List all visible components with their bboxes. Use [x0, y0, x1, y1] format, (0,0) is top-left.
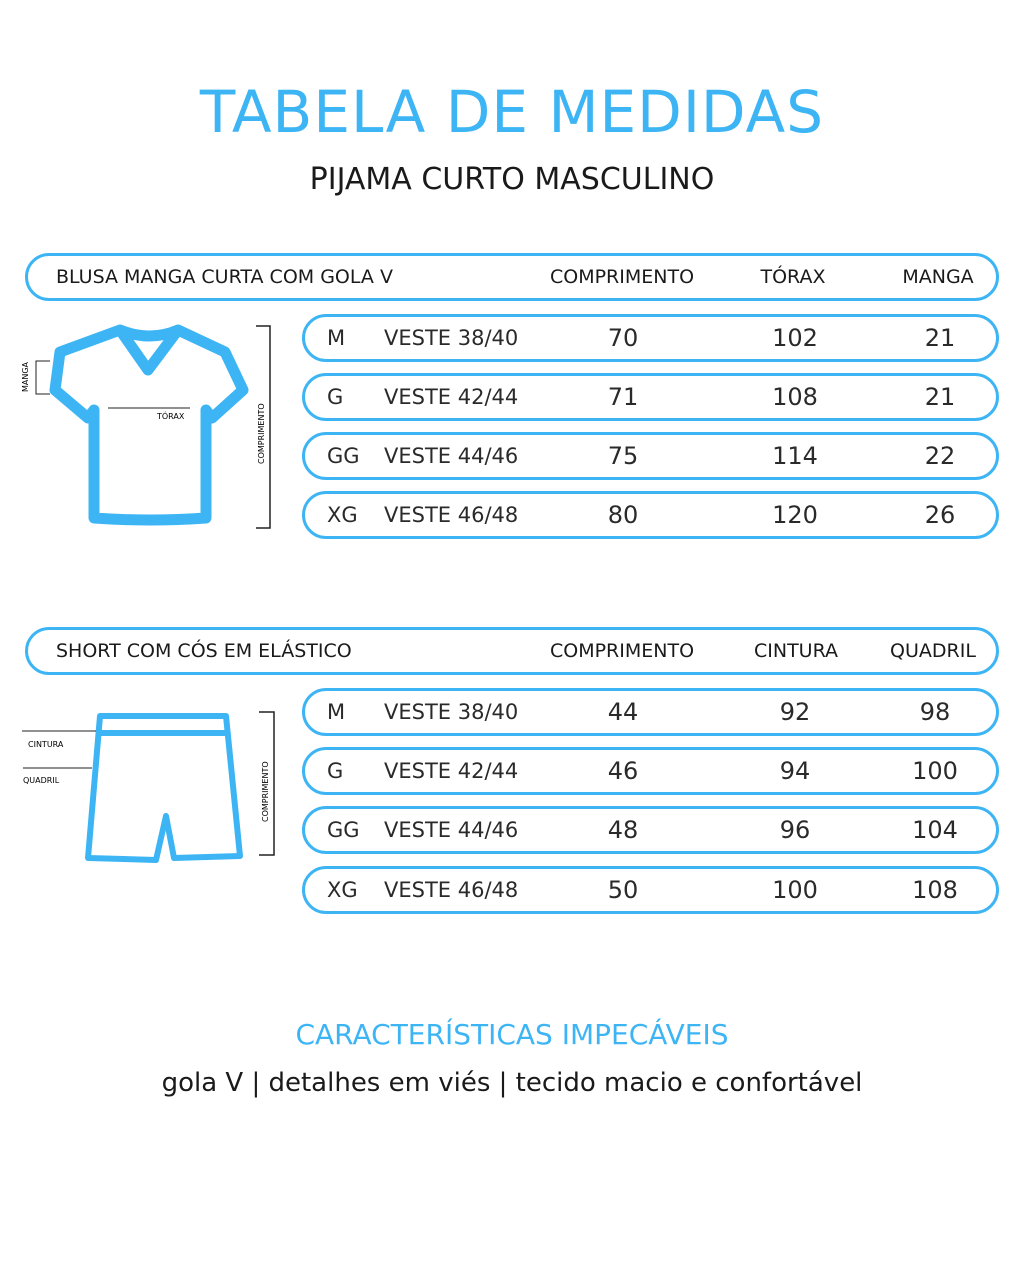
measurement-value: 75 [607, 442, 639, 470]
veste-label: VESTE 42/44 [384, 759, 519, 783]
shirt-diagram: MANGA TÓRAX COMPRIMENTO [21, 324, 271, 529]
veste-label: VESTE 46/48 [384, 878, 519, 902]
tshirt-icon [49, 324, 249, 526]
measurement-value: 80 [607, 501, 639, 529]
column-header: CINTURA [753, 640, 839, 662]
measurement-value: 22 [924, 442, 956, 470]
column-header: COMPRIMENTO [549, 266, 695, 288]
veste-label: VESTE 46/48 [384, 503, 519, 527]
measurement-value: 108 [772, 383, 818, 411]
size-label: M [327, 326, 346, 350]
short-heading: SHORT COM CÓS EM ELÁSTICO [56, 640, 352, 662]
column-header: MANGA [902, 266, 974, 288]
measurement-value: 26 [924, 501, 956, 529]
size-label: XG [327, 878, 358, 902]
size-row: XG VESTE 46/48 80 120 26 [302, 491, 999, 539]
page-title: TABELA DE MEDIDAS [199, 78, 825, 146]
size-row: GG VESTE 44/46 75 114 22 [302, 432, 999, 480]
veste-label: VESTE 44/46 [384, 444, 519, 468]
veste-label: VESTE 38/40 [384, 326, 519, 350]
manga-label: MANGA [21, 361, 30, 392]
size-label: XG [327, 503, 358, 527]
measurement-value: 48 [607, 816, 639, 844]
size-row: M VESTE 38/40 44 92 98 [302, 688, 999, 736]
torax-label: TÓRAX [156, 410, 185, 421]
quadril-label: QUADRIL [23, 776, 60, 785]
measurement-value: 120 [772, 501, 818, 529]
measurement-value: 50 [607, 876, 639, 904]
size-row: GG VESTE 44/46 48 96 104 [302, 806, 999, 854]
size-label: M [327, 700, 346, 724]
measurement-value: 92 [779, 698, 811, 726]
size-row: M VESTE 38/40 70 102 21 [302, 314, 999, 362]
comprimento-label: COMPRIMENTO [257, 403, 266, 464]
measurement-value: 100 [772, 876, 818, 904]
shorts-icon [85, 713, 243, 863]
measurement-value: 21 [924, 324, 956, 352]
short-table-header: SHORT COM CÓS EM ELÁSTICO COMPRIMENTO CI… [25, 627, 999, 675]
veste-label: VESTE 38/40 [384, 700, 519, 724]
measurement-value: 98 [919, 698, 951, 726]
measurement-value: 104 [912, 816, 958, 844]
features-title: CARACTERÍSTICAS IMPECÁVEIS [295, 1018, 729, 1051]
size-label: G [327, 385, 344, 409]
short-diagram: CINTURA QUADRIL COMPRIMENTO [22, 711, 275, 863]
measurement-value: 70 [607, 324, 639, 352]
size-row: G VESTE 42/44 46 94 100 [302, 747, 999, 795]
column-header: COMPRIMENTO [549, 640, 695, 662]
column-header: TÓRAX [760, 266, 826, 288]
veste-label: VESTE 44/46 [384, 818, 519, 842]
cintura-label: CINTURA [28, 740, 64, 749]
comprimento-label: COMPRIMENTO [261, 761, 270, 822]
size-label: GG [327, 444, 360, 468]
measurement-value: 46 [607, 757, 639, 785]
measurement-value: 96 [779, 816, 811, 844]
shirt-table-header: BLUSA MANGA CURTA COM GOLA V COMPRIMENTO… [25, 253, 999, 301]
measurement-value: 114 [772, 442, 818, 470]
size-label: GG [327, 818, 360, 842]
features-text: gola V | detalhes em viés | tecido macio… [161, 1068, 863, 1098]
size-row: XG VESTE 46/48 50 100 108 [302, 866, 999, 914]
measurement-value: 100 [912, 757, 958, 785]
measurement-value: 94 [779, 757, 811, 785]
column-header: QUADRIL [890, 640, 976, 662]
shirt-heading: BLUSA MANGA CURTA COM GOLA V [56, 266, 393, 288]
size-label: G [327, 759, 344, 783]
measurement-value: 44 [607, 698, 639, 726]
size-row: G VESTE 42/44 71 108 21 [302, 373, 999, 421]
measurement-value: 71 [607, 383, 639, 411]
page-subtitle: PIJAMA CURTO MASCULINO [309, 162, 715, 197]
measurement-value: 21 [924, 383, 956, 411]
measurement-value: 102 [772, 324, 818, 352]
measurement-value: 108 [912, 876, 958, 904]
veste-label: VESTE 42/44 [384, 385, 519, 409]
